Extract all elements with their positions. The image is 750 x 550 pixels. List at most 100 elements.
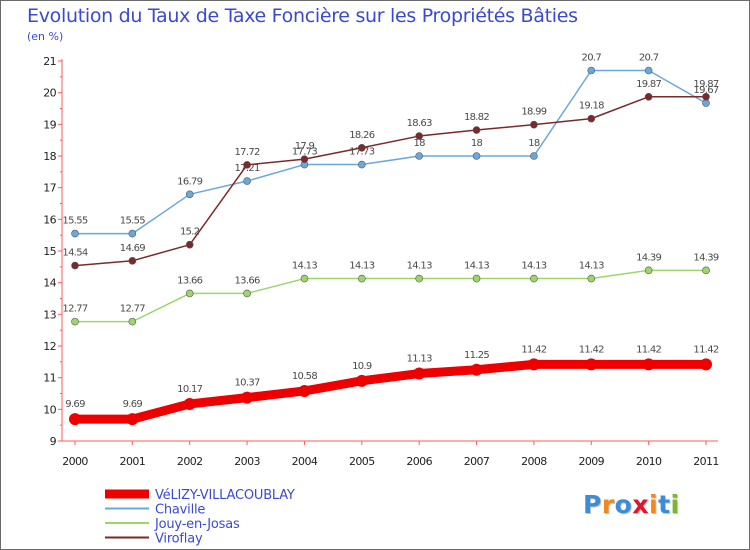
- data-label: 14.13: [464, 261, 489, 272]
- data-point: [587, 274, 596, 283]
- y-tick-label: 21: [43, 55, 56, 68]
- x-tick-label: 2008: [521, 455, 547, 468]
- y-tick-label: 13: [43, 308, 56, 321]
- data-point: [358, 274, 366, 283]
- data-label: 15.55: [120, 216, 145, 227]
- data-point: [358, 160, 366, 169]
- y-tick-label: 10: [43, 403, 56, 416]
- data-point: [587, 114, 596, 123]
- data-point: [128, 257, 137, 265]
- data-label: 19.87: [636, 79, 661, 90]
- data-point: [243, 161, 251, 169]
- data-point: [472, 126, 481, 134]
- data-label: 10.9: [352, 361, 372, 372]
- data-label: 14.39: [693, 252, 718, 263]
- data-label: 14.13: [349, 261, 374, 272]
- x-tick-label: 2005: [349, 455, 375, 468]
- data-point: [702, 266, 710, 275]
- data-point: [185, 190, 194, 199]
- data-label: 10.37: [235, 378, 260, 389]
- y-tick-label: 20: [43, 87, 56, 100]
- chart-title: Evolution du Taux de Taxe Foncière sur l…: [27, 5, 578, 27]
- data-label: 17.73: [349, 147, 374, 158]
- y-tick-label: 14: [43, 277, 56, 290]
- data-label: 18: [528, 138, 540, 149]
- y-tick-label: 15: [43, 245, 56, 258]
- data-label: 18.99: [521, 107, 546, 118]
- data-label: 11.42: [636, 344, 661, 355]
- axes: 9 10 11 12 13 14 15 16 17 18 19 20 21 2000 2001 2002 200…: [43, 55, 719, 468]
- data-label: 18: [471, 138, 483, 149]
- data-point: [300, 274, 309, 283]
- data-point: [241, 391, 254, 404]
- data-label: 18.63: [407, 118, 432, 129]
- data-label: 20.7: [582, 53, 602, 64]
- y-tick-label: 17: [43, 182, 56, 195]
- data-label: 17.9: [295, 141, 315, 152]
- data-label: 10.58: [292, 371, 317, 382]
- x-tick-label: 2011: [693, 455, 719, 468]
- series-v-lizy-villacoublay: 9.69 9.69 10.17 10.37 10.58 10.9 11.13 11.25 11.…: [65, 344, 720, 426]
- data-label: 9.69: [123, 399, 143, 410]
- data-label: 14.13: [292, 261, 317, 272]
- data-point: [470, 363, 483, 376]
- data-point: [243, 289, 251, 298]
- series-line: [74, 96, 707, 267]
- x-tick-label: 2000: [62, 455, 88, 468]
- series-chaville: 15.5515.5516.7917.2117.7317.7318181820.7…: [62, 53, 720, 238]
- legend-item-label: VéLIZY-VILLACOUBLAY: [155, 488, 295, 503]
- y-tick-label: 16: [43, 213, 56, 226]
- logo-text: Proxiti: [583, 490, 680, 519]
- data-point: [472, 274, 481, 283]
- data-label: 14.54: [62, 248, 87, 259]
- data-label: 14.13: [579, 261, 604, 272]
- data-label: 12.77: [120, 304, 145, 315]
- legend: VéLIZY-VILLACOUBLAYChavilleJouy-en-Josas…: [105, 488, 295, 547]
- y-tick-label: 9: [50, 435, 57, 448]
- legend-item-label: Viroflay: [155, 532, 203, 547]
- data-label: 13.66: [235, 275, 260, 286]
- data-point: [530, 274, 538, 283]
- data-point: [128, 317, 137, 326]
- data-label: 11.42: [579, 344, 604, 355]
- legend-item-label: Jouy-en-Josas: [154, 517, 240, 532]
- data-point: [298, 384, 311, 397]
- data-point: [69, 413, 81, 426]
- series-jouy-en-josas: 12.77 12.77 13.66 13.66 14.13 14.13 14.13 14.13…: [62, 252, 720, 326]
- data-point: [527, 358, 540, 371]
- data-point: [530, 152, 538, 160]
- data-point: [71, 317, 79, 326]
- data-point: [644, 266, 653, 275]
- data-label: 15.55: [62, 216, 87, 227]
- data-label: 17.73: [292, 147, 317, 158]
- data-label: 11.42: [521, 344, 546, 355]
- x-tick-label: 2006: [406, 455, 432, 468]
- series-line: [74, 69, 707, 235]
- data-point: [472, 152, 481, 160]
- data-label: 9.69: [65, 399, 85, 410]
- data-point: [702, 99, 710, 107]
- data-label: 19.87: [693, 79, 718, 90]
- data-point: [71, 261, 79, 270]
- data-label: 11.25: [464, 350, 489, 361]
- data-point: [183, 397, 196, 410]
- data-label: 16.79: [177, 176, 202, 187]
- data-label: 14.39: [636, 252, 661, 263]
- data-point: [415, 274, 423, 283]
- data-point: [587, 66, 596, 75]
- data-label: 18.26: [349, 130, 374, 141]
- data-point: [71, 229, 79, 238]
- legend-item-label: Chaville: [155, 503, 205, 518]
- data-point: [415, 152, 423, 160]
- data-point: [700, 358, 712, 371]
- data-point: [128, 229, 137, 238]
- series-viroflay: 14.54 14.69 15.2 17.72 17.9 18.26 18.63 18.82 18…: [62, 79, 720, 270]
- data-point: [642, 358, 655, 371]
- data-point: [415, 132, 423, 140]
- proxiti-logo[interactable]: Proxiti: [583, 490, 680, 519]
- data-label: 19.67: [693, 85, 718, 96]
- y-tick-label: 12: [43, 340, 56, 353]
- data-point: [413, 367, 426, 380]
- data-label: 11.42: [693, 344, 718, 355]
